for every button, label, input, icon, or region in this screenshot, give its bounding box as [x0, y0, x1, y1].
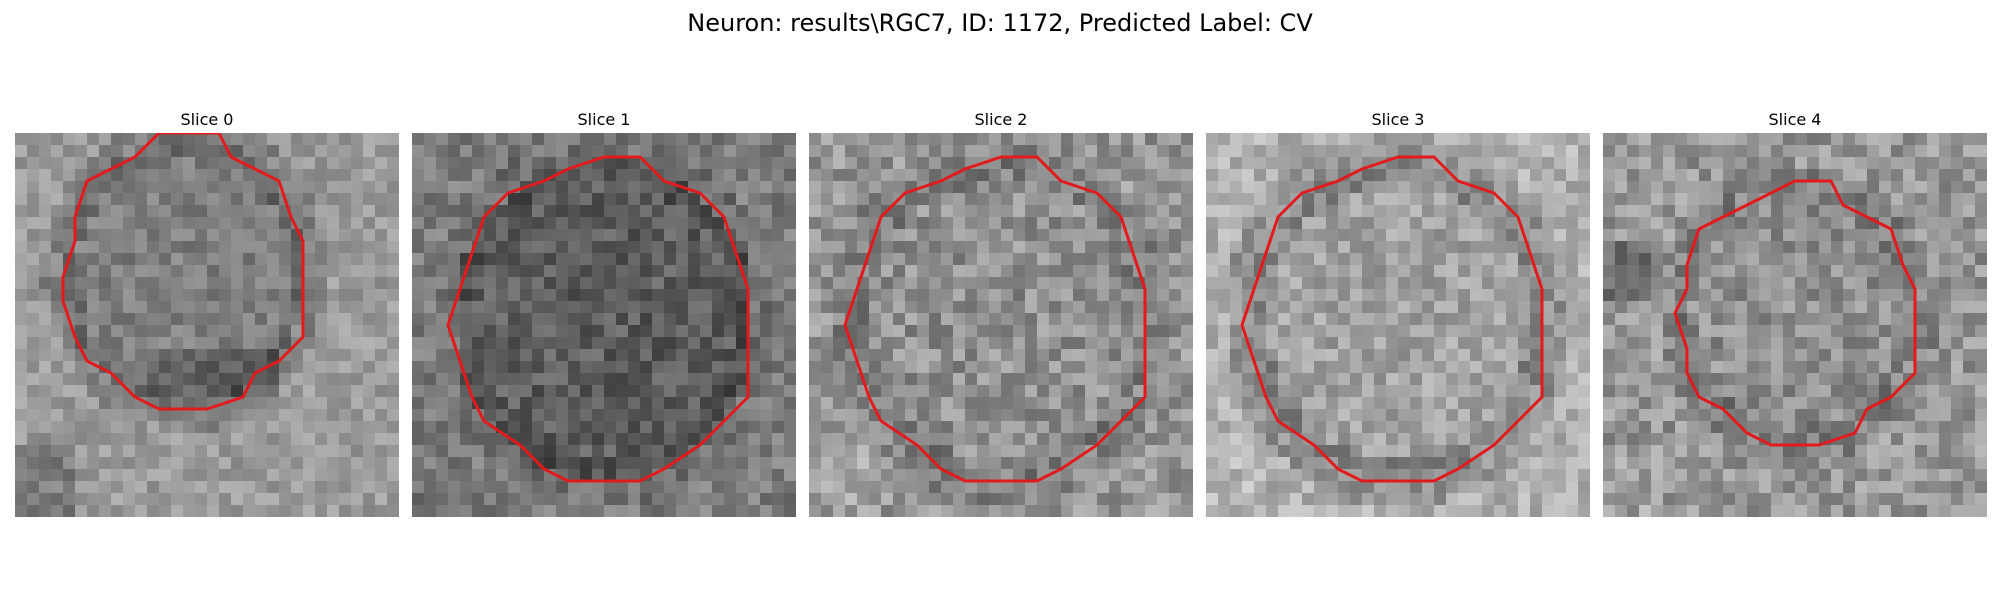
figure-title: Neuron: results\RGC7, ID: 1172, Predicte… [687, 9, 1313, 37]
slice-1-contour [446, 155, 750, 483]
slice-2-image [809, 133, 1193, 517]
slice-0-panel [15, 133, 399, 517]
slice-4-contour-line [1673, 179, 1917, 447]
slice-2-panel [809, 133, 1193, 517]
slice-2-title: Slice 2 [974, 110, 1028, 129]
slice-1-panel [412, 133, 796, 517]
slice-0-contour [61, 133, 305, 411]
slice-1-contour-line [446, 155, 750, 483]
slice-1-image [412, 133, 796, 517]
slice-3-title: Slice 3 [1371, 110, 1425, 129]
slice-0-image [15, 133, 399, 517]
slice-3-contour-line [1240, 155, 1544, 483]
slice-4-contour [1673, 179, 1917, 447]
slice-2-contour [843, 155, 1147, 483]
slice-3-panel [1206, 133, 1590, 517]
slice-3-image [1206, 133, 1590, 517]
slice-1-title: Slice 1 [577, 110, 631, 129]
slice-0-contour-line [61, 133, 305, 411]
slice-2-contour-line [843, 155, 1147, 483]
slice-4-panel [1603, 133, 1987, 517]
slice-3-contour [1240, 155, 1544, 483]
slice-4-title: Slice 4 [1768, 110, 1822, 129]
slice-0-title: Slice 0 [180, 110, 234, 129]
slice-4-image [1603, 133, 1987, 517]
